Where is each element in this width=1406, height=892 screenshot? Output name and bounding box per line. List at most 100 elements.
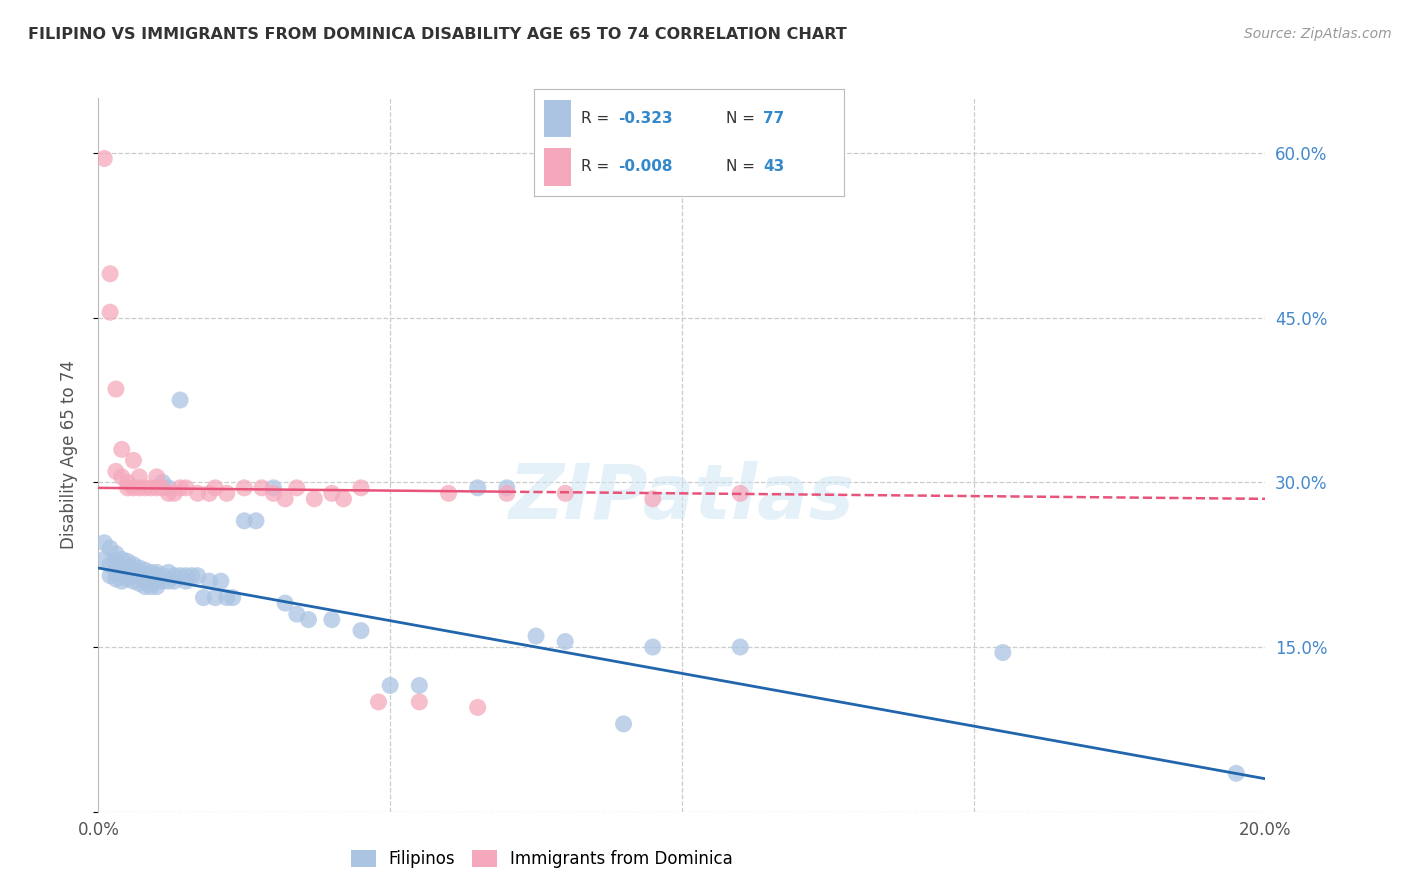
Point — [122, 481, 145, 495]
Point — [215, 591, 238, 605]
Text: 43: 43 — [763, 159, 785, 174]
Point — [117, 475, 139, 490]
Point — [104, 464, 127, 478]
Point — [146, 574, 169, 589]
Point — [250, 481, 273, 495]
Text: ZIPatlas: ZIPatlas — [509, 461, 855, 534]
Point — [728, 640, 751, 654]
Text: -0.323: -0.323 — [617, 111, 672, 126]
Point — [262, 481, 284, 495]
Point — [122, 558, 145, 572]
Point — [104, 554, 127, 568]
Point — [104, 382, 127, 396]
Point — [117, 561, 139, 575]
Point — [134, 580, 156, 594]
Point — [174, 574, 197, 589]
Text: FILIPINO VS IMMIGRANTS FROM DOMINICA DISABILITY AGE 65 TO 74 CORRELATION CHART: FILIPINO VS IMMIGRANTS FROM DOMINICA DIS… — [28, 27, 846, 42]
Point — [134, 563, 156, 577]
Point — [180, 568, 202, 582]
Point — [367, 695, 389, 709]
Point — [122, 563, 145, 577]
Point — [128, 566, 150, 580]
Point — [93, 535, 115, 549]
Point — [93, 552, 115, 566]
Point — [169, 392, 191, 407]
Point — [274, 491, 297, 506]
Point — [157, 481, 180, 495]
FancyBboxPatch shape — [544, 100, 571, 137]
Text: Source: ZipAtlas.com: Source: ZipAtlas.com — [1244, 27, 1392, 41]
Point — [117, 566, 139, 580]
Point — [152, 481, 174, 495]
Point — [641, 491, 664, 506]
Point — [467, 700, 489, 714]
Point — [163, 574, 186, 589]
Point — [104, 572, 127, 586]
Point — [198, 574, 221, 589]
Point — [169, 481, 191, 495]
Legend: Filipinos, Immigrants from Dominica: Filipinos, Immigrants from Dominica — [344, 843, 740, 875]
Point — [163, 486, 186, 500]
Point — [285, 481, 308, 495]
Point — [321, 486, 343, 500]
Point — [204, 481, 226, 495]
Point — [991, 646, 1014, 660]
Point — [98, 558, 121, 572]
Point — [134, 568, 156, 582]
Point — [350, 624, 373, 638]
Point — [93, 152, 115, 166]
Point — [128, 568, 150, 582]
Point — [157, 566, 180, 580]
Point — [350, 481, 373, 495]
Point — [204, 591, 226, 605]
Point — [408, 695, 430, 709]
Point — [146, 481, 169, 495]
Text: N =: N = — [725, 111, 755, 126]
Point — [554, 634, 576, 648]
Point — [146, 568, 169, 582]
Point — [98, 541, 121, 556]
Point — [128, 481, 150, 495]
Point — [297, 613, 319, 627]
Point — [128, 576, 150, 591]
Text: 77: 77 — [763, 111, 785, 126]
Point — [146, 470, 169, 484]
Point — [152, 574, 174, 589]
Point — [209, 574, 232, 589]
Point — [495, 486, 517, 500]
Point — [134, 481, 156, 495]
Point — [117, 572, 139, 586]
Point — [122, 568, 145, 582]
Text: R =: R = — [581, 159, 609, 174]
Point — [157, 486, 180, 500]
Point — [111, 470, 134, 484]
Point — [128, 561, 150, 575]
Text: N =: N = — [725, 159, 755, 174]
Point — [163, 568, 186, 582]
Point — [245, 514, 267, 528]
Point — [146, 566, 169, 580]
Point — [612, 717, 634, 731]
Point — [98, 267, 121, 281]
Point — [98, 305, 121, 319]
Point — [169, 568, 191, 582]
Point — [139, 574, 162, 589]
Point — [187, 568, 209, 582]
Point — [332, 491, 354, 506]
Point — [198, 486, 221, 500]
Point — [117, 481, 139, 495]
Point — [111, 442, 134, 457]
Point — [139, 568, 162, 582]
Point — [378, 678, 402, 692]
Text: R =: R = — [581, 111, 609, 126]
Point — [554, 486, 576, 500]
Point — [104, 566, 127, 580]
Point — [111, 566, 134, 580]
Point — [111, 552, 134, 566]
Point — [221, 591, 243, 605]
Point — [728, 486, 751, 500]
Point — [215, 486, 238, 500]
Point — [152, 568, 174, 582]
Point — [467, 481, 489, 495]
Point — [139, 566, 162, 580]
